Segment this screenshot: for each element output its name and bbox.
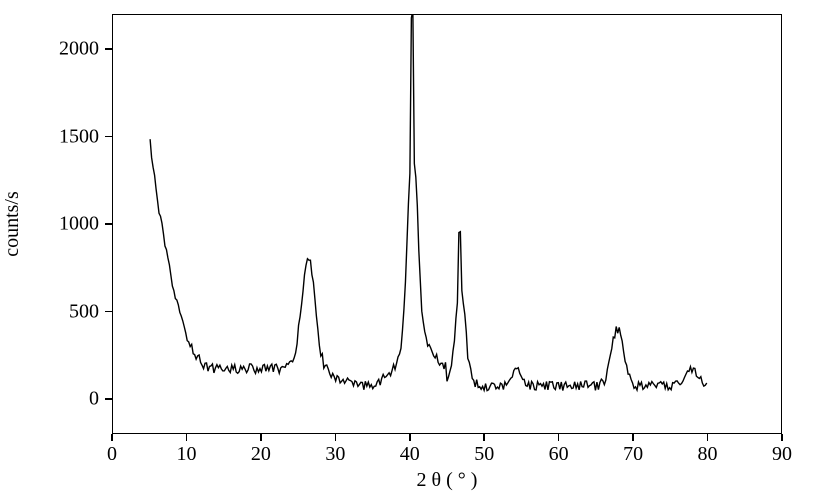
diffractogram-line	[150, 15, 707, 391]
x-tick	[781, 434, 783, 441]
x-tick-label: 10	[176, 443, 196, 466]
xrd-line-chart	[113, 15, 781, 433]
plot-area	[112, 14, 782, 434]
x-axis-label: 2 θ ( ° )	[417, 469, 478, 492]
x-tick	[632, 434, 634, 441]
x-tick	[707, 434, 709, 441]
y-tick-label: 2000	[59, 38, 99, 61]
x-tick-label: 0	[107, 443, 117, 466]
x-tick	[483, 434, 485, 441]
y-tick-label: 1000	[59, 213, 99, 236]
x-tick	[260, 434, 262, 441]
y-axis-label: counts/s	[1, 191, 24, 257]
x-tick-label: 50	[474, 443, 494, 466]
y-tick-label: 1500	[59, 125, 99, 148]
y-tick	[105, 48, 112, 50]
x-tick-label: 20	[251, 443, 271, 466]
y-tick	[105, 398, 112, 400]
x-tick	[186, 434, 188, 441]
x-tick-label: 70	[623, 443, 643, 466]
x-tick-label: 90	[772, 443, 792, 466]
y-tick-label: 500	[69, 300, 99, 323]
x-tick	[335, 434, 337, 441]
x-tick-label: 40	[400, 443, 420, 466]
x-tick	[558, 434, 560, 441]
y-tick	[105, 311, 112, 313]
y-tick-label: 0	[89, 388, 99, 411]
x-tick	[409, 434, 411, 441]
x-tick-label: 60	[549, 443, 569, 466]
x-tick-label: 30	[325, 443, 345, 466]
y-tick	[105, 223, 112, 225]
x-tick	[111, 434, 113, 441]
y-tick	[105, 136, 112, 138]
x-tick-label: 80	[698, 443, 718, 466]
